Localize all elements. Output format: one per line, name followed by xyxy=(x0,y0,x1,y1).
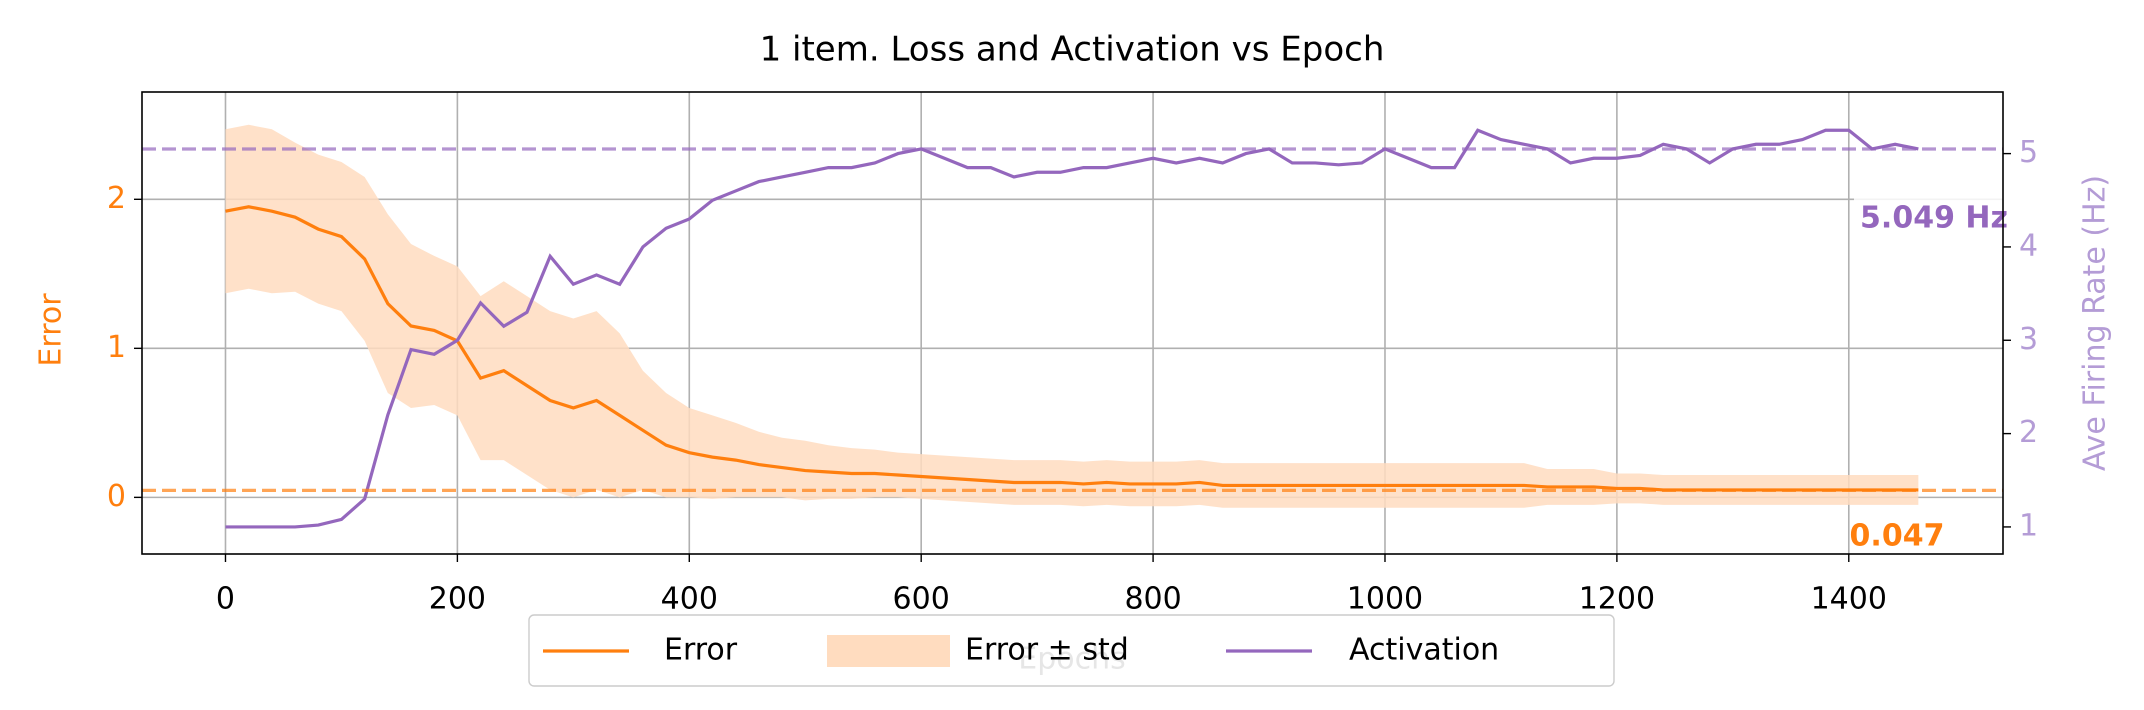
y2-tick-label: 2 xyxy=(2019,415,2038,450)
x-tick-label: 800 xyxy=(1124,582,1181,617)
y2-tick-label: 1 xyxy=(2019,508,2038,543)
plot-area xyxy=(142,92,2003,554)
x-tick-label: 200 xyxy=(429,582,486,617)
legend-swatch xyxy=(827,635,950,667)
legend-label: Activation xyxy=(1349,633,1499,668)
legend-box xyxy=(528,614,1615,687)
x-tick-label: 400 xyxy=(661,582,718,617)
y2-tick-label: 5 xyxy=(2019,135,2038,170)
series-line xyxy=(225,205,1919,492)
series-line xyxy=(225,128,1919,529)
y-tick-label: 0 xyxy=(107,479,126,514)
legend-label: Error xyxy=(664,633,738,668)
legend: Error Error ± std Activation xyxy=(528,614,1615,687)
y2-tick-label: 4 xyxy=(2019,228,2038,263)
legend-label: Error ± std xyxy=(965,633,1129,668)
chart-title: 1 item. Loss and Activation vs Epoch xyxy=(760,30,1385,70)
y2-tick-label: 3 xyxy=(2019,322,2038,357)
error-band xyxy=(225,124,1919,508)
label-box xyxy=(1854,197,2014,241)
y-axis-label: Error xyxy=(34,293,69,367)
x-tick-label: 1200 xyxy=(1579,582,1655,617)
x-tick-label: 600 xyxy=(893,582,950,617)
reference-label: 5.049 Hz xyxy=(1860,201,2008,236)
y-tick-label: 1 xyxy=(107,330,126,365)
x-tick-label: 0 xyxy=(216,582,235,617)
axes-frame xyxy=(141,91,2004,555)
reference-label: 0.047 xyxy=(1850,519,1945,554)
x-tick-label: 1400 xyxy=(1811,582,1887,617)
y-tick-label: 2 xyxy=(107,181,126,216)
x-tick-label: 1000 xyxy=(1347,582,1423,617)
y2-axis-label: Ave Firing Rate (Hz) xyxy=(2078,175,2113,471)
